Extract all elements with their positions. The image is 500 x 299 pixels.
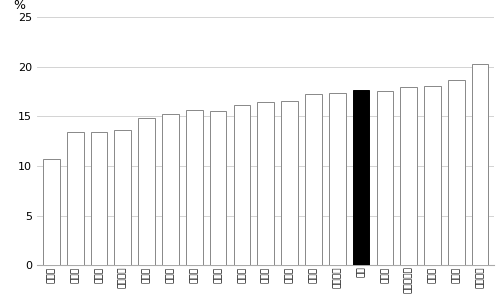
Bar [162, 115, 179, 265]
Bar [258, 103, 274, 265]
Bar [424, 86, 441, 265]
Bar [352, 90, 370, 265]
Bar [114, 130, 131, 265]
Bar [281, 101, 298, 265]
Bar [329, 93, 345, 265]
Bar [210, 112, 226, 265]
Bar [186, 110, 202, 265]
Bar [43, 159, 60, 265]
Bar [305, 94, 322, 265]
Bar [138, 118, 155, 265]
Bar [400, 87, 417, 265]
Bar [376, 91, 393, 265]
Bar [67, 132, 84, 265]
Bar [234, 106, 250, 265]
Y-axis label: %: % [13, 0, 25, 12]
Bar [472, 64, 488, 265]
Bar [90, 132, 108, 265]
Bar [448, 80, 464, 265]
